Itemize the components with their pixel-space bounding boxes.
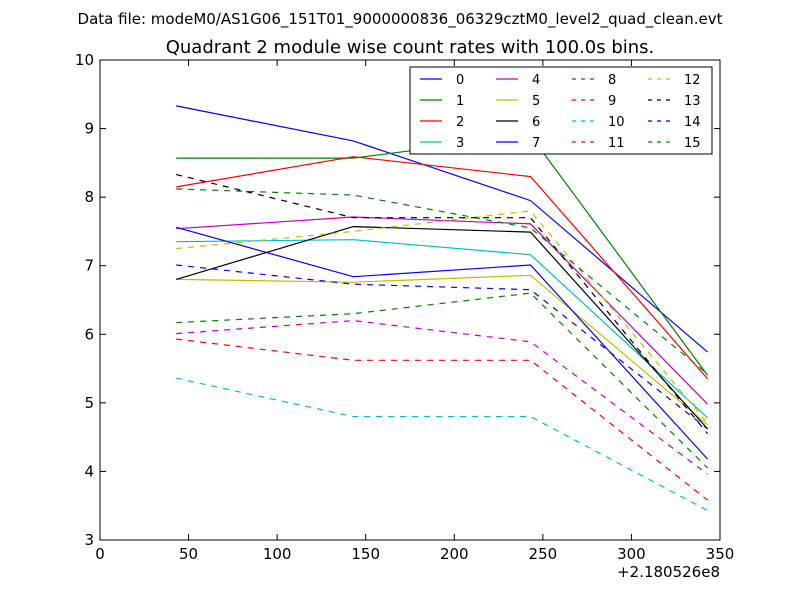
- plot-area-frame: [99, 59, 721, 541]
- x-tick-label: 50: [179, 545, 198, 563]
- series-line-6: [176, 225, 709, 430]
- x-tick-label: 200: [440, 545, 469, 563]
- series-line-9: [176, 338, 708, 501]
- y-tick-label: 8: [84, 188, 94, 206]
- series-layer: [176, 105, 709, 512]
- legend-label-1: 1: [456, 94, 464, 109]
- data-file-label: Data file: modeM0/AS1G06_151T01_90000008…: [78, 10, 723, 29]
- legend-label-8: 8: [608, 73, 616, 88]
- x-tick-label: 300: [617, 545, 646, 563]
- legend-label-7: 7: [532, 136, 540, 151]
- x-axis-offset-label: +2.180526e8: [617, 563, 720, 581]
- legend-label-0: 0: [456, 73, 464, 88]
- series-line-13: [176, 173, 709, 435]
- y-tick-label: 7: [84, 257, 94, 275]
- legend-label-2: 2: [456, 115, 464, 130]
- series-line-0: [176, 105, 708, 353]
- series-line-7: [176, 226, 709, 460]
- legend-label-14: 14: [684, 115, 701, 130]
- legend-box: [409, 66, 713, 155]
- legend-label-13: 13: [684, 94, 701, 109]
- x-tick-label: 250: [529, 545, 558, 563]
- series-line-2: [176, 156, 709, 380]
- series-line-15: [176, 292, 709, 469]
- legend-label-12: 12: [684, 73, 701, 88]
- y-tick-label: 3: [84, 531, 94, 549]
- legend-label-10: 10: [608, 115, 625, 130]
- x-tick-label: 350: [706, 545, 735, 563]
- chart-title: Quadrant 2 module wise count rates with …: [166, 37, 655, 58]
- y-tick-label: 6: [84, 325, 94, 343]
- series-line-12: [176, 210, 709, 424]
- legend-label-6: 6: [532, 115, 540, 130]
- x-tick-label: 150: [351, 545, 380, 563]
- legend-label-4: 4: [532, 73, 540, 88]
- series-line-5: [176, 274, 708, 426]
- series-line-8: [176, 188, 708, 375]
- series-line-14: [176, 264, 708, 430]
- y-tick-label: 10: [75, 51, 94, 69]
- legend-label-5: 5: [532, 94, 540, 109]
- legend-label-11: 11: [608, 136, 625, 151]
- x-tick-label: 0: [95, 545, 105, 563]
- y-tick-label: 9: [84, 120, 94, 138]
- series-line-4: [176, 216, 709, 405]
- series-line-10: [176, 377, 708, 512]
- y-tick-label: 5: [84, 394, 94, 412]
- series-line-3: [176, 239, 709, 419]
- series-line-11: [176, 319, 708, 475]
- x-tick-label: 100: [263, 545, 292, 563]
- y-tick-label: 4: [84, 462, 94, 480]
- legend-label-9: 9: [608, 94, 616, 109]
- legend-label-3: 3: [456, 136, 464, 151]
- legend-label-15: 15: [684, 136, 701, 151]
